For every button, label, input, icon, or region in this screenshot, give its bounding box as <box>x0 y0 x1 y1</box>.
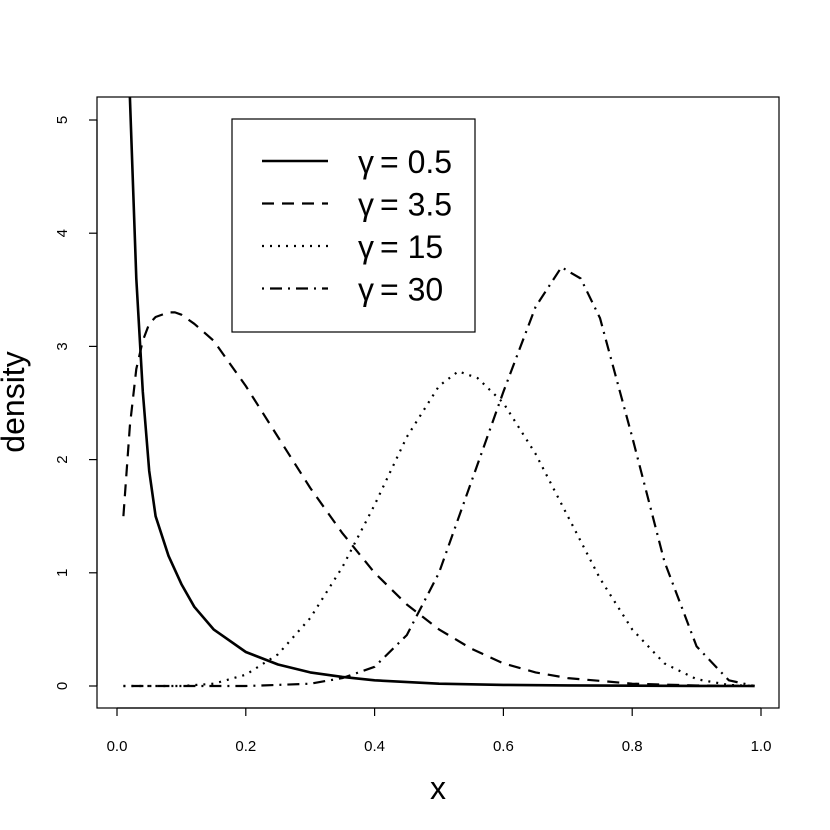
y-tick-label: 2 <box>54 455 71 463</box>
x-tick-label: 0.0 <box>107 738 128 755</box>
series-layer <box>122 97 755 688</box>
legend-value: = 3.5 <box>380 187 452 223</box>
y-axis: 0 1 2 3 4 5 <box>54 116 98 690</box>
y-tick-label: 3 <box>54 342 71 350</box>
x-tick-label: 0.2 <box>235 738 256 755</box>
legend-symbol: γ <box>358 144 374 180</box>
series-line-0 <box>128 97 755 688</box>
x-tick-label: 0.4 <box>364 738 385 755</box>
legend-symbol: γ <box>358 229 374 265</box>
legend-entries: γ = 0.5γ = 3.5γ = 15γ = 30 <box>262 144 452 308</box>
x-axis: 0.0 0.2 0.4 0.6 0.8 1.0 <box>107 707 772 755</box>
y-tick-label: 4 <box>54 229 71 237</box>
x-axis-title: x <box>430 770 446 806</box>
x-ticks: 0.0 0.2 0.4 0.6 0.8 1.0 <box>107 708 772 755</box>
legend-value: = 0.5 <box>380 144 452 180</box>
legend: γ = 0.5γ = 3.5γ = 15γ = 30 <box>231 118 476 333</box>
series-line-3 <box>123 266 755 688</box>
x-tick-label: 0.8 <box>622 738 643 755</box>
legend-value: = 30 <box>380 272 443 308</box>
series-line-2 <box>123 370 755 688</box>
x-tick-label: 1.0 <box>751 738 772 755</box>
legend-symbol: γ <box>358 272 374 308</box>
legend-value: = 15 <box>380 229 443 265</box>
legend-box <box>231 118 476 333</box>
y-ticks: 0 1 2 3 4 5 <box>54 116 97 690</box>
legend-symbol: γ <box>358 187 374 223</box>
y-tick-label: 0 <box>54 682 71 690</box>
y-tick-label: 5 <box>54 116 71 124</box>
x-tick-label: 0.6 <box>493 738 514 755</box>
y-tick-label: 1 <box>54 569 71 577</box>
y-axis-title: density <box>0 351 31 452</box>
series-line-1 <box>122 311 755 688</box>
